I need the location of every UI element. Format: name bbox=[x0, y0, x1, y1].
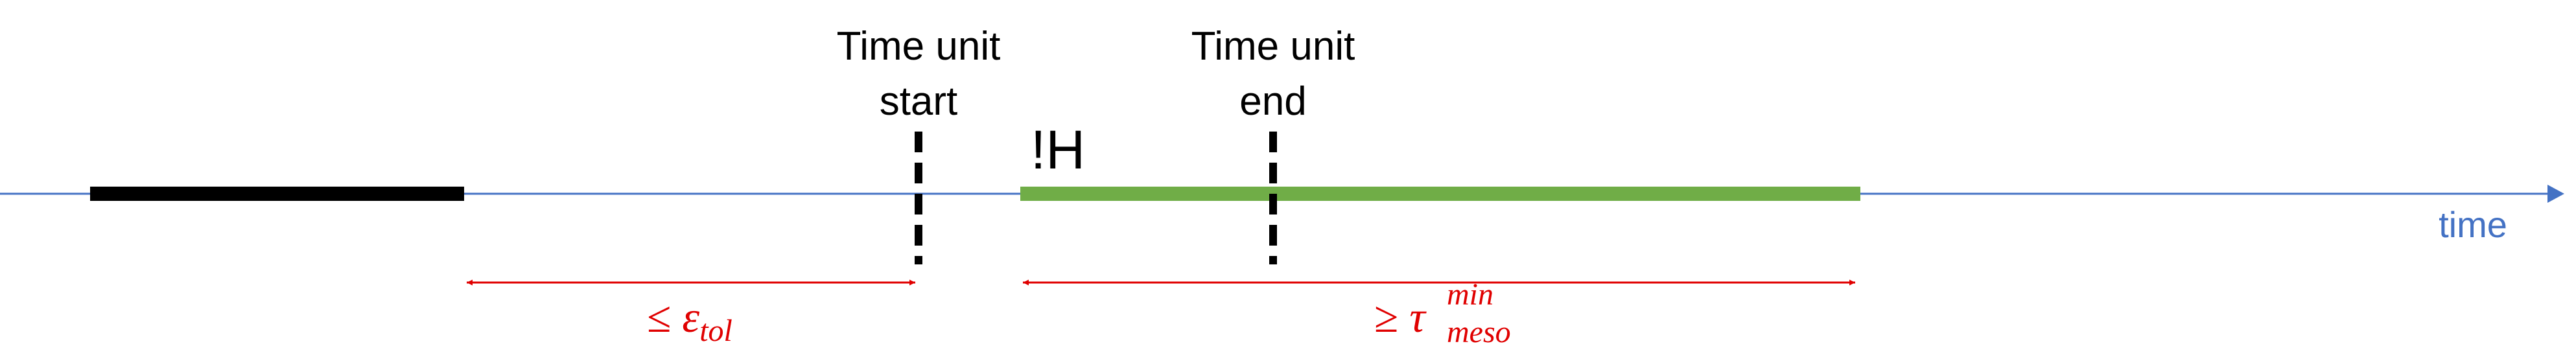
symbol: ε bbox=[682, 292, 699, 342]
subscript: meso bbox=[1447, 315, 1511, 349]
subscript: tol bbox=[699, 314, 732, 348]
superscript: min bbox=[1447, 277, 1493, 312]
symbol: τ bbox=[1409, 292, 1427, 342]
tolerance-label: ≤ εtol bbox=[647, 292, 732, 348]
start-label: start bbox=[880, 79, 958, 124]
relation: ≥ bbox=[1374, 292, 1398, 342]
relation: ≤ bbox=[647, 292, 671, 342]
state-label: !H bbox=[1031, 119, 1085, 180]
end-label: Time unit bbox=[1191, 24, 1355, 69]
axis-label: time bbox=[2439, 204, 2507, 245]
axis-arrowhead bbox=[2547, 185, 2564, 203]
end-label: end bbox=[1239, 79, 1306, 124]
start-label: Time unit bbox=[837, 24, 1001, 69]
duration-label: ≥ τ bbox=[1374, 292, 1427, 342]
